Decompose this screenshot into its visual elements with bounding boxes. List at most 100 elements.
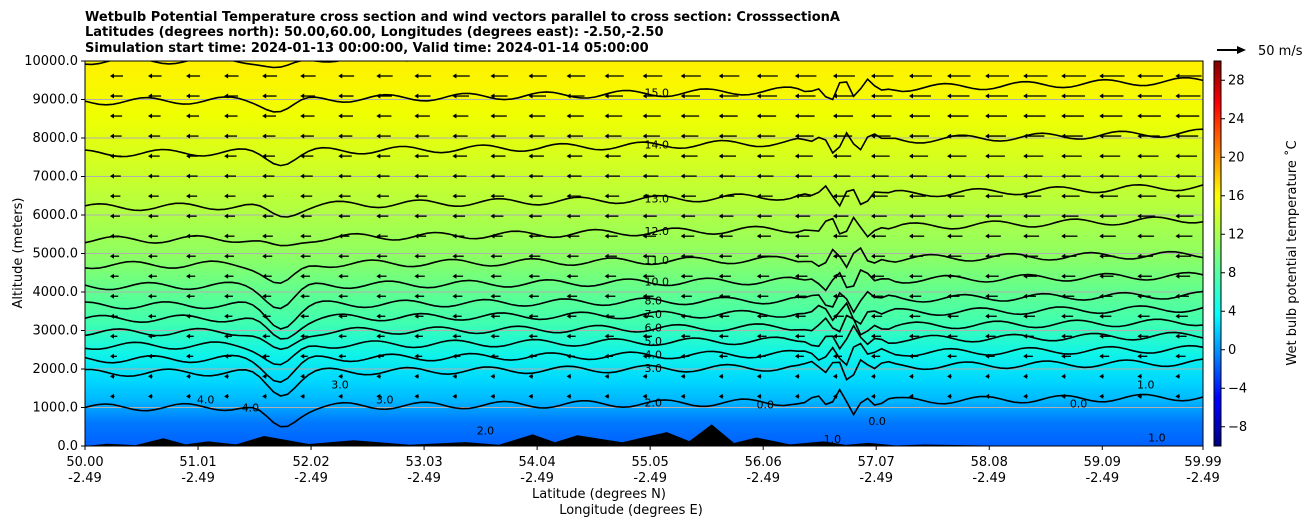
wind-vector-9-18: [794, 253, 809, 259]
wind-vector-11-24: [1023, 213, 1041, 219]
wind-vector-3-2: [186, 373, 191, 379]
contour-labels: 2.03.04.05.06.07.08.010.011.012.013.014.…: [197, 87, 1166, 446]
wind-vector-3-24: [1023, 373, 1028, 379]
wind-vector-7-14: [642, 293, 654, 299]
wind-vector-12-27: [1137, 193, 1157, 199]
contour-line-5.0: [85, 323, 1203, 366]
contour-label-4.0: 4.0: [645, 348, 663, 361]
wind-vector-4-17: [756, 353, 766, 359]
contour-line-4.0: [85, 342, 1203, 384]
wind-vector-18-16: [718, 73, 740, 79]
wind-vector-5-4: [262, 333, 271, 339]
wind-vector-15-10: [490, 133, 507, 139]
wind-vector-11-17: [756, 213, 772, 219]
wind-vector-3-1: [148, 373, 153, 379]
wind-vector-7-1: [148, 293, 157, 299]
wind-vector-10-1: [148, 233, 158, 239]
contour-label-6.0: 6.0: [645, 321, 663, 334]
contour-label-14.0: 14.0: [645, 139, 670, 152]
wind-vector-4-12: [566, 353, 575, 359]
wind-vector-7-11: [528, 293, 539, 299]
low-contour-label-7: 3.0: [376, 394, 394, 407]
x-tick-label-5: 55.05: [632, 455, 669, 470]
wind-vector-2-5: [300, 393, 305, 399]
wind-vector-18-23: [985, 73, 1009, 79]
wind-vector-2-12: [566, 393, 572, 399]
wind-vector-15-28: [1175, 133, 1199, 139]
wind-vector-5-28: [1175, 333, 1187, 339]
wind-vector-7-10: [490, 293, 501, 299]
wind-vector-8-24: [1023, 273, 1038, 279]
wind-vector-11-12: [566, 213, 581, 219]
wind-vector-2-10: [490, 393, 495, 399]
wind-vector-18-25: [1061, 73, 1087, 79]
wind-vector-9-21: [909, 253, 924, 259]
wind-vector-14-2: [186, 153, 199, 159]
wind-vector-3-26: [1099, 373, 1104, 379]
wind-vector-12-22: [947, 193, 965, 199]
wind-vector-18-3: [224, 73, 239, 79]
chart-title-line-1: Wetbulb Potential Temperature cross sect…: [85, 10, 840, 25]
wind-vector-4-8: [414, 353, 423, 359]
wind-vector-9-24: [1023, 253, 1039, 259]
wind-vector-15-2: [186, 133, 199, 139]
wind-vector-7-19: [832, 293, 845, 299]
wind-vector-16-0: [109, 113, 123, 119]
wind-vector-13-3: [224, 173, 237, 179]
wind-vector-9-6: [338, 253, 349, 259]
wind-vector-14-4: [262, 153, 275, 159]
y-tick-label-10: 10000.0: [24, 54, 78, 69]
wind-vector-14-9: [452, 153, 468, 159]
wind-vector-6-11: [528, 313, 539, 319]
wind-vector-6-6: [338, 313, 348, 319]
x-tick-label-10: 59.99: [1184, 455, 1221, 470]
contour-line-14.0: [85, 128, 1203, 167]
colorbar-tick-label-3: 4: [1228, 304, 1236, 319]
wind-vector-14-12: [566, 153, 583, 159]
wind-vector-15-16: [718, 133, 737, 139]
wind-vector-11-15: [680, 213, 696, 219]
wind-vector-4-7: [376, 353, 385, 359]
wind-vector-10-15: [680, 233, 695, 239]
y-tick-label-0: 0.0: [57, 439, 78, 454]
chart-title-line-2: Latitudes (degrees north): 50.00,60.00, …: [85, 25, 664, 40]
x-tick-lon-label-8: -2.49: [972, 471, 1006, 486]
wind-vector-6-4: [262, 313, 271, 319]
wind-vector-8-22: [947, 273, 961, 279]
x-axis-label-2: Longitude (degrees E): [559, 503, 703, 518]
y-axis-label: Altitude (meters): [11, 198, 26, 309]
wind-vector-8-28: [1175, 273, 1191, 279]
wind-vector-13-0: [109, 173, 121, 179]
wind-vector-12-23: [985, 193, 1003, 199]
wind-vector-2-24: [1023, 393, 1028, 399]
wind-vector-6-14: [642, 313, 653, 319]
wind-vector-17-27: [1137, 93, 1162, 99]
contour-label-13.0: 13.0: [645, 192, 670, 205]
wind-vector-10-17: [756, 233, 771, 239]
wind-vector-7-26: [1099, 293, 1113, 299]
wind-vector-10-7: [376, 233, 388, 239]
wind-vector-3-6: [338, 373, 343, 379]
wind-vector-15-12: [566, 133, 584, 139]
contour-label-5.0: 5.0: [645, 335, 663, 348]
wind-vector-16-6: [338, 113, 353, 119]
plot-area: 2.03.04.05.06.07.08.010.011.012.013.014.…: [85, 61, 1203, 446]
wind-vector-3-9: [452, 373, 457, 379]
wind-vector-10-20: [870, 233, 886, 239]
wind-vector-10-16: [718, 233, 733, 239]
wind-vector-9-2: [186, 253, 196, 259]
wind-vector-14-8: [414, 153, 429, 159]
wind-vector-10-12: [566, 233, 580, 239]
wind-vector-12-8: [414, 193, 428, 199]
wind-vector-13-11: [528, 173, 544, 179]
wind-vector-14-3: [224, 153, 237, 159]
wind-vector-13-6: [338, 173, 352, 179]
wind-vector-15-4: [262, 133, 276, 139]
wind-vector-18-22: [947, 73, 971, 79]
low-contour-label-0: 0.0: [756, 398, 774, 411]
wind-vector-9-25: [1061, 253, 1077, 259]
wind-vector-6-26: [1099, 313, 1112, 319]
wind-vector-16-28: [1175, 113, 1200, 119]
wind-vector-9-7: [376, 253, 388, 259]
wind-vector-13-12: [566, 173, 582, 179]
